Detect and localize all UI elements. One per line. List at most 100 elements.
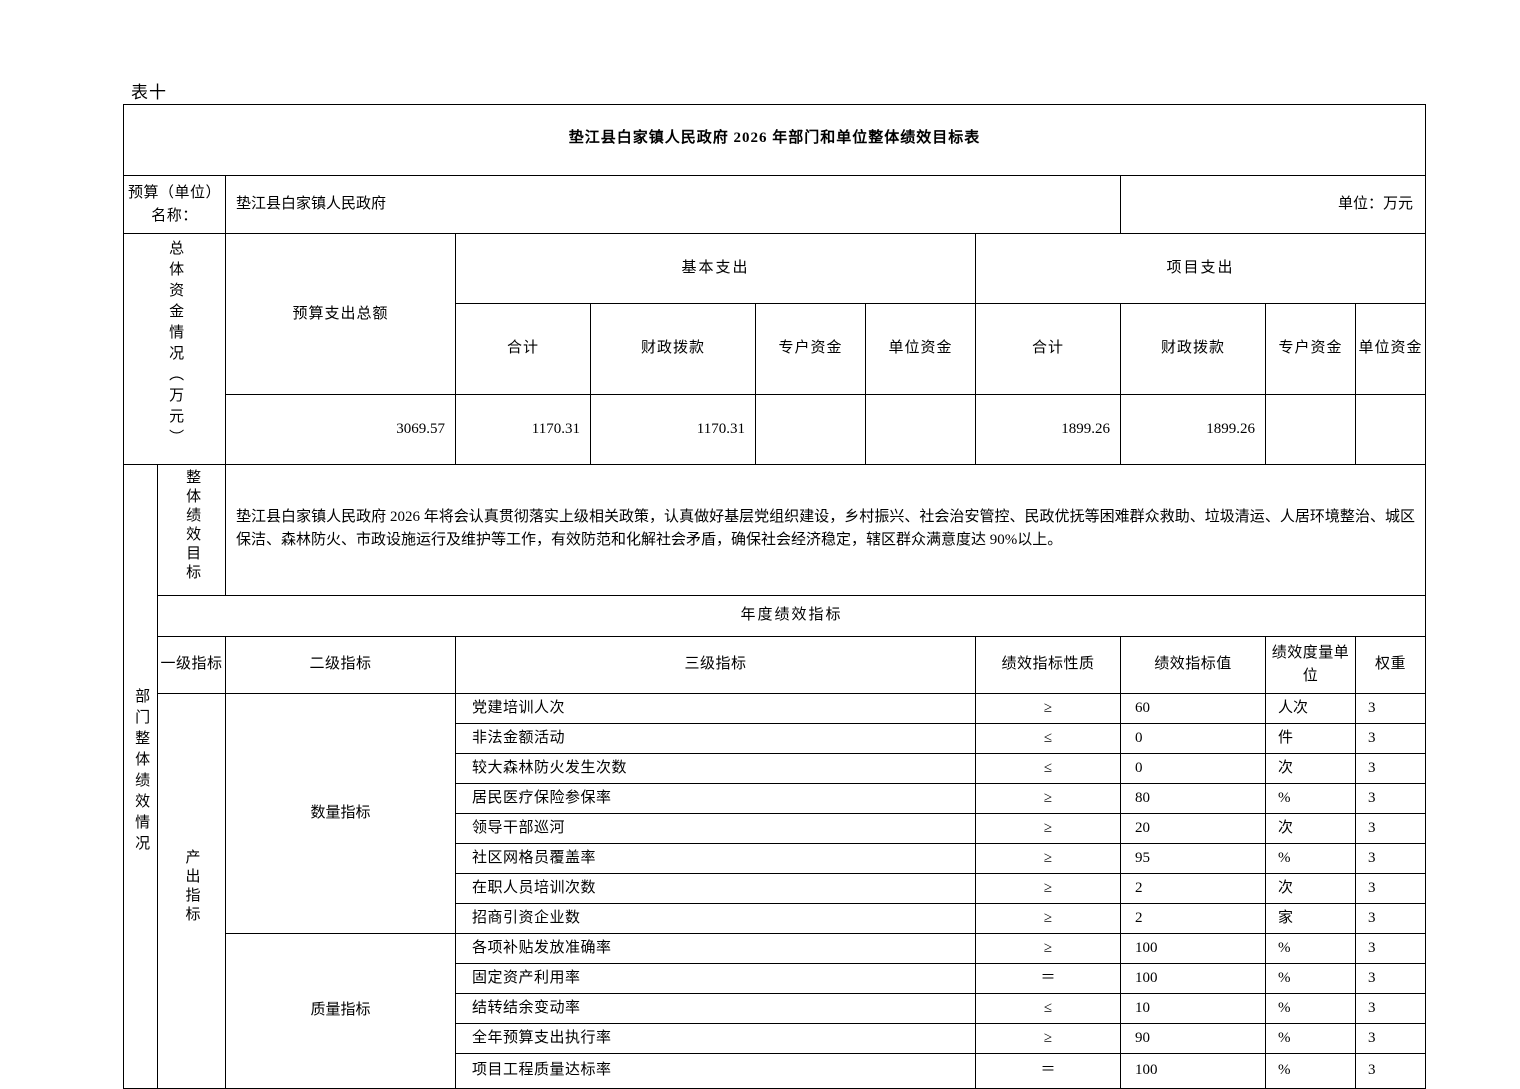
title-row: 垫江县白家镇人民政府 2026 年部门和单位整体绩效目标表 (122, 104, 1427, 176)
indicator-unit: 件 (1265, 722, 1356, 754)
basic-fiscal-header: 财政拨款 (590, 302, 756, 395)
budget-unit-label-line2: 名称： (151, 207, 198, 224)
indicator-property: ≥ (975, 692, 1121, 724)
overall-goal-text: 垫江县白家镇人民政府 2026 年将会认真贯彻落实上级相关政策，认真做好基层党组… (224, 463, 1427, 596)
funding-values-row: 3069.57 1170.31 1170.31 1899.26 1899.26 (124, 393, 1427, 465)
level1-indicator-label: 产出指标 (183, 848, 200, 925)
indicator-property: ≤ (975, 722, 1121, 754)
budget-unit-label-line1: 预算（单位） (128, 185, 222, 201)
budget-unit-label: 预算（单位） 名称： (123, 175, 226, 234)
project-fiscal-value: 1899.26 (1120, 393, 1266, 465)
indicator-property: ≥ (975, 842, 1121, 874)
project-total-header: 合计 (975, 302, 1121, 395)
indicator-property: ≥ (975, 932, 1121, 964)
page-title: 垫江县白家镇人民政府 2026 年部门和单位整体绩效目标表 (122, 104, 1427, 176)
indicator-unit: 次 (1265, 752, 1356, 784)
indicator-name: 全年预算支出执行率 (455, 1022, 976, 1054)
indicator-weight: 3 (1354, 692, 1427, 724)
col-header-unit: 绩效度量单位 (1265, 635, 1356, 694)
indicator-weight: 3 (1354, 1022, 1427, 1054)
indicator-unit: 次 (1265, 812, 1356, 844)
indicator-property: ≤ (975, 992, 1121, 1024)
indicator-value: 100 (1120, 932, 1266, 964)
col-header-level1: 一级指标 (157, 635, 226, 694)
basic-special-value (755, 393, 866, 465)
project-total-value: 1899.26 (975, 393, 1121, 465)
indicator-value: 0 (1120, 722, 1266, 754)
indicator-value: 20 (1120, 812, 1266, 844)
indicator-unit: % (1265, 842, 1356, 874)
indicator-property: ＝ (975, 962, 1121, 994)
indicator-value: 0 (1120, 752, 1266, 784)
annual-indicator-header-row: 年度绩效指标 (124, 594, 1427, 637)
project-special-value (1265, 393, 1356, 465)
total-expenditure-header: 预算支出总额 (225, 233, 456, 395)
indicator-name: 固定资产利用率 (455, 962, 976, 994)
overall-goal-label: 整体绩效目标 (157, 463, 226, 596)
table-row: 领导干部巡河 ≥ 20 次 3 (124, 812, 1427, 844)
indicator-unit: 家 (1265, 902, 1356, 934)
indicator-weight: 3 (1354, 872, 1427, 904)
basic-unit-header: 单位资金 (865, 302, 976, 395)
basic-total-header: 合计 (455, 302, 591, 395)
overall-goal-label-text: 整体绩效目标 (184, 468, 201, 583)
indicator-value: 100 (1120, 962, 1266, 994)
basic-unit-value (865, 393, 976, 465)
indicator-value: 10 (1120, 992, 1266, 1024)
indicator-unit: % (1265, 782, 1356, 814)
indicator-value: 60 (1120, 692, 1266, 724)
project-fiscal-header: 财政拨款 (1120, 302, 1266, 395)
basic-expenditure-group-header: 基本支出 (455, 233, 976, 304)
indicator-unit: % (1265, 1052, 1356, 1089)
performance-section-label-text: 部门整体绩效情况 (133, 688, 150, 857)
indicator-name: 居民医疗保险参保率 (455, 782, 976, 814)
table-row: 非法金额活动 ≤ 0 件 3 (124, 722, 1427, 754)
indicator-name: 项目工程质量达标率 (455, 1052, 976, 1089)
project-unit-value (1354, 393, 1427, 465)
performance-section-label: 部门整体绩效情况 (123, 463, 158, 1089)
level1-indicator-output: 产出指标 (157, 692, 226, 1089)
table-row: 在职人员培训次数 ≥ 2 次 3 (124, 872, 1427, 904)
indicator-property: ＝ (975, 1052, 1121, 1089)
indicator-unit: 次 (1265, 872, 1356, 904)
col-header-value: 绩效指标值 (1120, 635, 1266, 694)
indicator-unit: % (1265, 992, 1356, 1024)
table-row: 结转结余变动率 ≤ 10 % 3 (124, 992, 1427, 1024)
funding-group-header-row: 总体资金情况（万元） 预算支出总额 基本支出 项目支出 (123, 233, 1427, 465)
col-header-level2: 二级指标 (225, 635, 456, 694)
sheet-tag: 表十 (131, 83, 167, 102)
indicator-weight: 3 (1354, 902, 1427, 934)
project-expenditure-group-header: 项目支出 (974, 233, 1427, 304)
indicator-weight: 3 (1354, 1052, 1427, 1089)
annual-indicator-header: 年度绩效指标 (156, 594, 1427, 637)
indicator-name: 各项补贴发放准确率 (455, 932, 976, 964)
project-special-header: 专户资金 (1265, 302, 1356, 395)
indicator-weight: 3 (1354, 932, 1427, 964)
indicator-value: 80 (1120, 782, 1266, 814)
indicator-property: ≥ (975, 902, 1121, 934)
col-header-property: 绩效指标性质 (975, 635, 1121, 694)
overall-goal-row: 部门整体绩效情况 整体绩效目标 垫江县白家镇人民政府 2026 年将会认真贯彻落… (123, 463, 1427, 1089)
indicator-value: 90 (1120, 1022, 1266, 1054)
indicator-name: 招商引资企业数 (455, 902, 976, 934)
table-row: 全年预算支出执行率 ≥ 90 % 3 (124, 1022, 1427, 1054)
indicator-weight: 3 (1354, 992, 1427, 1024)
indicator-unit: 人次 (1265, 692, 1356, 724)
level2-indicator-quantity: 数量指标 (225, 692, 456, 934)
level2-indicator-quality: 质量指标 (225, 932, 456, 1089)
table-row: 较大森林防火发生次数 ≤ 0 次 3 (124, 752, 1427, 784)
indicator-weight: 3 (1354, 962, 1427, 994)
indicator-property: ≥ (975, 1022, 1121, 1054)
funding-section-label: 总体资金情况（万元） (123, 233, 226, 465)
funding-section-label-text: 总体资金情况（万元） (167, 240, 184, 450)
basic-fiscal-value: 1170.31 (590, 393, 756, 465)
table-row: 产出指标 数量指标 党建培训人次 ≥ 60 人次 3 (124, 692, 1427, 1089)
indicator-name: 党建培训人次 (455, 692, 976, 724)
indicator-weight: 3 (1354, 752, 1427, 784)
col-header-weight: 权重 (1354, 635, 1427, 694)
indicator-property: ≤ (975, 752, 1121, 784)
basic-total-value: 1170.31 (455, 393, 591, 465)
indicator-property: ≥ (975, 782, 1121, 814)
project-unit-header: 单位资金 (1354, 302, 1427, 395)
